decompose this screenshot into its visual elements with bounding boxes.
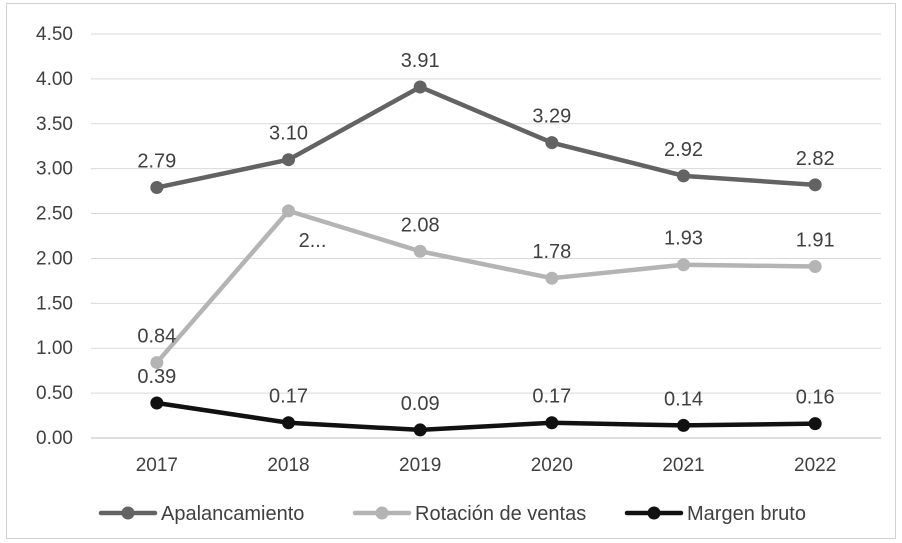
data-label: 1.93 (664, 228, 703, 250)
data-label: 3.29 (532, 106, 571, 128)
data-label: 0.17 (532, 386, 571, 408)
legend: Apalancamiento Rotación de ventas Margen b… (98, 503, 806, 525)
data-point (413, 80, 427, 94)
chart-frame: 0.00 0.50 1.00 1.50 2.00 2.50 3.00 3.50 4.00 4.50… (6, 3, 896, 539)
data-label: 1.91 (796, 230, 835, 252)
y-tick-label: 1.50 (36, 293, 73, 314)
data-point (677, 169, 690, 183)
data-point (282, 204, 295, 218)
data-point (150, 181, 164, 195)
x-tick-label: 2017 (136, 455, 178, 476)
data-point (150, 396, 164, 410)
data-label: 2... (299, 230, 327, 252)
x-tick-label: 2021 (662, 455, 704, 476)
legend-marker (375, 506, 389, 520)
data-label: 2.08 (401, 214, 440, 236)
data-point (677, 258, 690, 272)
data-point (677, 418, 690, 432)
data-label: 0.14 (664, 388, 703, 410)
y-tick-label: 4.00 (36, 69, 73, 90)
series-line (154, 84, 818, 190)
y-tick-label: 1.00 (36, 338, 73, 359)
data-labels: 2.79 3.10 3.91 3.29 2.92 2.82 0.84 2... 2.08 1.78… (137, 50, 834, 415)
x-tick-label: 2022 (794, 455, 836, 476)
data-label: 2.82 (796, 148, 835, 170)
series-line (154, 208, 818, 365)
data-point (150, 356, 164, 370)
data-point (282, 416, 295, 430)
data-label: 2.79 (137, 151, 176, 173)
data-label: 0.39 (137, 366, 176, 388)
data-label: 0.09 (401, 393, 440, 415)
data-point (413, 423, 427, 437)
data-point (808, 178, 822, 192)
y-tick-label: 3.50 (36, 114, 73, 135)
x-tick-label: 2018 (267, 455, 309, 476)
legend-label: Rotación de ventas (415, 503, 586, 525)
axes: 0.00 0.50 1.00 1.50 2.00 2.50 3.00 3.50 4.00 4.50… (36, 24, 881, 476)
data-label: 3.91 (401, 50, 440, 72)
data-label: 2.92 (664, 139, 703, 161)
series-line (154, 400, 818, 433)
line-chart: 0.00 0.50 1.00 1.50 2.00 2.50 3.00 3.50 4.00 4.50… (36, 24, 881, 525)
legend-marker (647, 506, 661, 520)
data-label: 3.10 (269, 123, 308, 145)
y-tick-label: 3.00 (36, 159, 73, 180)
gridlines (91, 33, 881, 394)
data-point (808, 260, 822, 274)
data-point (282, 153, 295, 167)
y-tick-label: 0.00 (36, 428, 73, 449)
data-point (413, 244, 427, 258)
x-tick-label: 2020 (531, 455, 573, 476)
data-point (545, 416, 559, 430)
data-label: 0.16 (796, 387, 835, 409)
legend-marker (121, 506, 135, 520)
data-point (545, 136, 559, 150)
series-lines (150, 80, 822, 437)
y-tick-label: 2.00 (36, 248, 73, 269)
y-tick-label: 4.50 (36, 24, 73, 45)
legend-label: Margen bruto (687, 503, 806, 525)
y-tick-label: 0.50 (36, 383, 73, 404)
y-tick-label: 2.50 (36, 204, 73, 225)
x-tick-label: 2019 (399, 455, 441, 476)
data-label: 0.84 (137, 326, 176, 348)
data-label: 0.17 (269, 386, 308, 408)
data-label: 1.78 (532, 241, 571, 263)
legend-label: Apalancamiento (161, 503, 304, 525)
data-point (808, 417, 822, 431)
data-point (545, 271, 559, 285)
